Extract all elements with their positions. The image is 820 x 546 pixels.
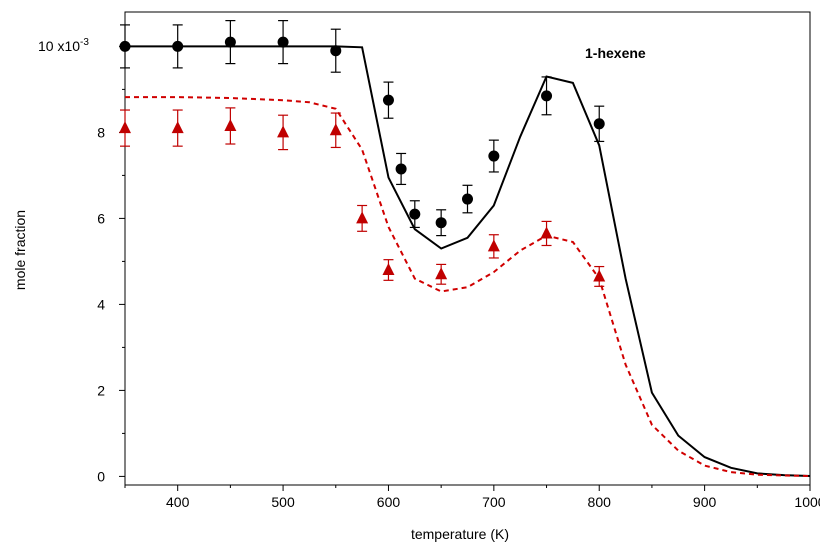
data-point-circle (277, 36, 289, 48)
data-point-circle (382, 94, 394, 106)
data-point-triangle (540, 226, 553, 239)
model-line-solid (125, 45, 811, 477)
data-point-triangle (329, 123, 342, 136)
data-point-triangle (171, 121, 184, 134)
series-layer (119, 20, 811, 477)
data-point-circle (541, 90, 553, 102)
y-tick-label: 4 (97, 296, 105, 312)
y-scale-base: 10 x10 (38, 38, 80, 54)
chart-annotation: 1-hexene (585, 45, 646, 61)
y-axis-title: mole fraction (12, 210, 28, 290)
x-tick-label: 700 (482, 494, 506, 510)
y-tick-label: 0 (97, 468, 105, 484)
data-point-circle (395, 163, 407, 175)
plot-frame (124, 11, 811, 486)
data-point-circle (462, 193, 473, 205)
x-tick-label: 800 (588, 494, 612, 510)
data-point-circle (435, 217, 447, 229)
x-tick-label: 400 (166, 494, 190, 510)
y-tick-label: 8 (97, 124, 105, 140)
x-axis-title: temperature (K) (411, 526, 509, 542)
x-tick-label: 900 (693, 494, 717, 510)
data-point-triangle (224, 118, 237, 131)
x-tick-label: 500 (271, 494, 295, 510)
y-tick-label: 2 (97, 382, 105, 398)
data-point-triangle (382, 263, 395, 275)
x-tick-label: 600 (377, 494, 401, 510)
data-point-circle (409, 208, 421, 220)
data-point-triangle (119, 121, 131, 134)
data-point-circle (488, 150, 500, 162)
y-axis: 0 2 4 6 8 (97, 45, 125, 484)
data-point-circle (224, 36, 236, 48)
data-point-circle (593, 118, 605, 130)
y-scale-exponent: -3 (80, 37, 89, 48)
data-point-triangle (277, 125, 290, 138)
data-point-triangle (356, 211, 369, 224)
model-line-dashed (125, 96, 811, 477)
data-point-circle (172, 40, 184, 52)
data-point-circle (330, 45, 342, 57)
data-point-triangle (593, 269, 606, 282)
y-scale-label: 10 x10-3 (38, 37, 89, 54)
y-tick-label: 6 (97, 210, 105, 226)
data-point-circle (119, 40, 131, 52)
data-point-triangle (435, 267, 448, 280)
data-point-triangle (487, 239, 500, 252)
